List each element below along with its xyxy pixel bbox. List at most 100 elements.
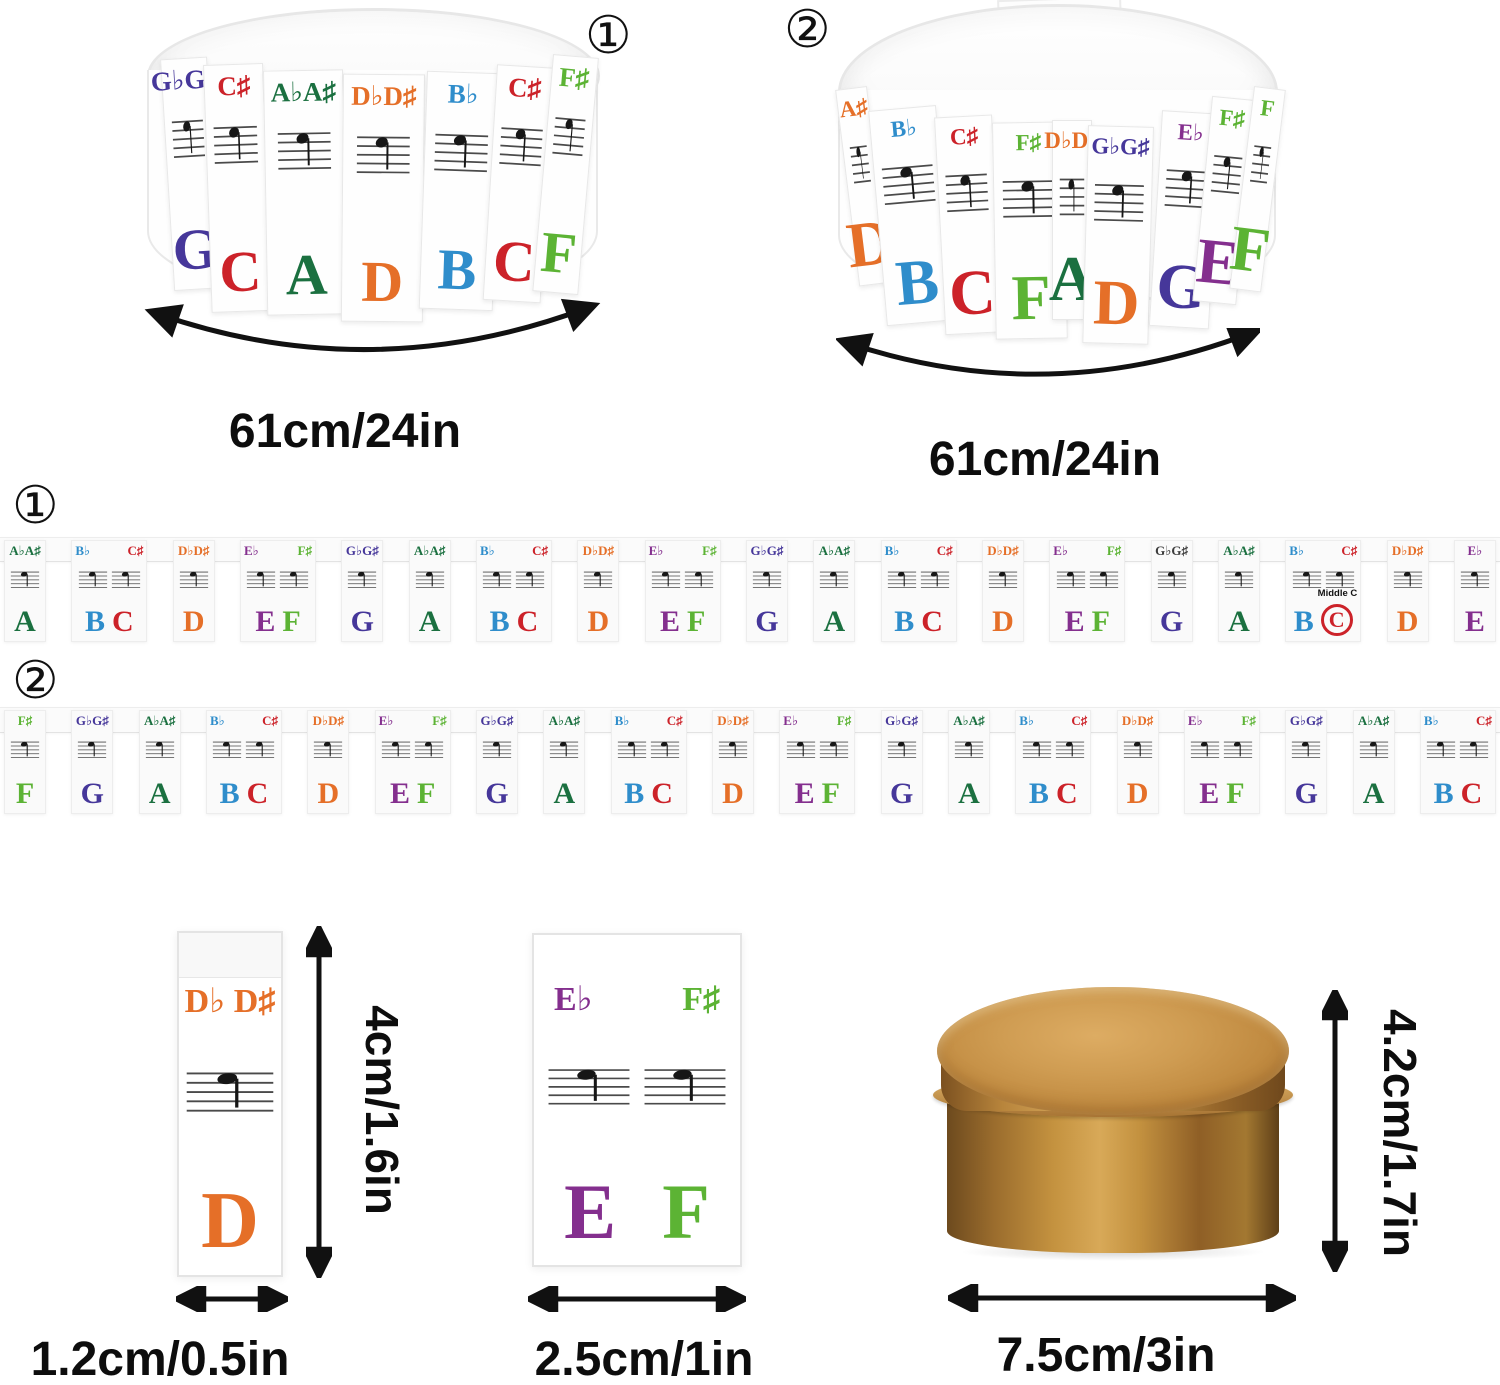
- note-card-G: G♭G♯ G: [150, 56, 222, 292]
- accidental-label: G♭G♯: [1289, 713, 1323, 728]
- accidental-label: C♯: [936, 543, 953, 558]
- accidental-label: D♭D♯: [312, 713, 345, 728]
- gold-tin: [925, 985, 1300, 1277]
- accidental-label: G♭G♯: [1155, 543, 1189, 558]
- staff-icon: [786, 741, 815, 759]
- accidental-label: C♯: [127, 543, 144, 558]
- staff-icon: [618, 741, 647, 759]
- note-card-D: D♭D♯ D: [307, 710, 350, 814]
- note-card-D: A♯ D: [835, 86, 897, 287]
- note-card-F: F♯ F: [992, 121, 1068, 340]
- note-letter: B: [892, 244, 942, 320]
- note-card-G: G♭G♯ G: [745, 540, 788, 642]
- accidental-label: A♭A♯: [143, 713, 176, 728]
- accidental-label: C♯: [507, 71, 543, 104]
- accidental-label: A♭A♯: [1223, 543, 1255, 558]
- note-letter: F: [538, 218, 580, 287]
- staff-icon: [887, 571, 917, 589]
- staff-icon: [718, 741, 748, 759]
- accidental-label: B♭: [1289, 543, 1305, 558]
- note-letter: A: [418, 605, 441, 638]
- note-letter: A: [1362, 777, 1385, 810]
- note-card-EF: E♭ F♯ E F: [1049, 540, 1126, 642]
- staff-icon: [752, 571, 782, 589]
- accidental-label: C♯: [1476, 713, 1492, 728]
- note-letter: E: [794, 777, 815, 810]
- ring2-width-arc-arrow: [836, 328, 1260, 377]
- accidental-label: G♭G♯: [345, 543, 379, 558]
- accidental-label: A♭A♯: [953, 713, 985, 728]
- note-card-D: G♭G♯ D: [1082, 125, 1154, 345]
- note-card-C: C♯ C: [934, 114, 1004, 336]
- staff-icon: [499, 127, 543, 167]
- staff-icon: [10, 741, 40, 759]
- accidental-label: E♭: [648, 543, 664, 558]
- accidental-label: G♭G♯: [480, 713, 514, 728]
- note-card-BC: B♭ C♯ B C: [1419, 710, 1496, 814]
- note-card-BC: B♭ C♯ B C: [475, 540, 552, 642]
- strip-2: F♯ F G♭G♯ G A♭A♯ A B♭ C♯ B C D♭D♯ D E♭ F♯ E F G♭G♯ G A♭A♯ A…: [0, 710, 1500, 814]
- staff-icon: [483, 571, 512, 589]
- note-letter: E: [255, 605, 276, 638]
- staff-icon: [1089, 571, 1118, 589]
- note-letter: E: [1199, 777, 1220, 810]
- accidental-label: F♯: [1015, 129, 1042, 156]
- accidental-label: F♯: [702, 543, 717, 558]
- note-letter: C: [246, 777, 269, 810]
- staff-icon: [1094, 184, 1144, 222]
- note-letter: B: [894, 605, 915, 638]
- note-card-A: A♭A♯ A: [4, 540, 46, 642]
- staff-icon: [186, 1072, 274, 1112]
- staff-icon: [1210, 155, 1243, 195]
- note-ring-1: G♭G♯ G C♯ C A♭A♯ A D♭D♯ D B♭ B C♯ C F♯ F: [145, 8, 600, 338]
- label-circle-2: ②: [784, 0, 831, 60]
- ring2-width-label: 61cm/24in: [928, 433, 1162, 486]
- staff-icon: [184, 1059, 276, 1126]
- ef-sticker-width-label: 2.5cm/1in: [534, 1333, 754, 1385]
- accidental-label: D♭ D♯: [184, 983, 276, 1020]
- staff-icon: [434, 133, 489, 173]
- note-letter: B: [1293, 605, 1314, 638]
- staff-icon: [819, 741, 848, 759]
- staff-icon: [145, 741, 174, 759]
- ring1-width-label: 61cm/24in: [228, 405, 462, 458]
- note-letter: A: [14, 605, 36, 638]
- note-card-G: G♭G♯ G: [1150, 540, 1193, 642]
- accidental-label: G♭G♯: [750, 543, 784, 558]
- note-ring-2: A♯ D B♭ B C♯ C F♯ F D♭D♯ A G♭G♯ D E♭ G F♯ E F F: [830, 0, 1286, 395]
- note-letter: F: [662, 1168, 710, 1255]
- staff-icon: [1002, 180, 1057, 218]
- note-letter: F: [416, 777, 436, 810]
- note-card-G: G♭G♯ G: [71, 710, 114, 814]
- accidental-label: E♭: [1053, 543, 1069, 558]
- staff-icon: [1055, 741, 1084, 759]
- note-letter: C: [491, 227, 537, 295]
- staff-icon: [356, 136, 410, 174]
- staff-icon: [642, 1057, 728, 1118]
- label-circle-strip-2: ②: [12, 651, 59, 711]
- note-card-BC: B♭ C♯ B C: [71, 540, 148, 642]
- note-letter: C: [218, 238, 263, 305]
- staff-icon: [348, 571, 377, 589]
- accidental-label: F♯: [1106, 543, 1122, 558]
- d-sticker-width-arrow: [176, 1286, 288, 1312]
- staff-icon: [213, 741, 242, 759]
- note-card-EF: E♭ F♯ E F: [644, 540, 721, 642]
- note-letter: F: [1091, 605, 1110, 638]
- accidental-label: F♯: [836, 713, 852, 728]
- staff-icon: [1249, 145, 1272, 184]
- note-letter: F: [1010, 261, 1052, 334]
- staff-icon: [516, 571, 545, 589]
- accidental-label: A♯: [838, 94, 869, 123]
- note-letter: C: [947, 255, 998, 329]
- staff-icon: [1224, 571, 1254, 589]
- accidental-label: A♭A♯: [413, 543, 446, 558]
- note-letter: B: [1433, 777, 1454, 810]
- accidental-label: F♯: [1241, 713, 1256, 728]
- staff-icon: [415, 741, 444, 759]
- note-letter: B: [436, 236, 478, 303]
- note-letter: G: [485, 777, 509, 810]
- note-card-D: D♭D♯ D: [577, 540, 620, 642]
- staff-icon: [78, 571, 107, 589]
- accidental-label: D♭D♯: [582, 543, 614, 558]
